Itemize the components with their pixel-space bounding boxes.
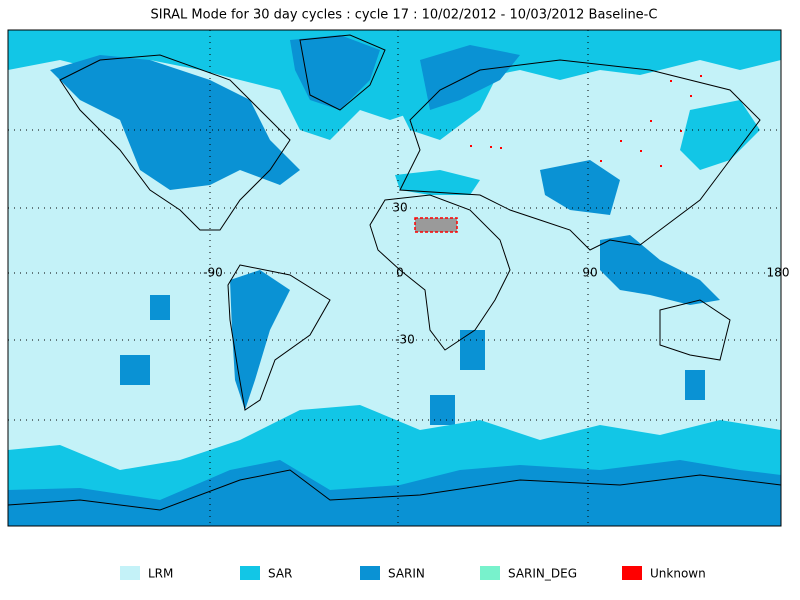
sarin-north-europe [420, 45, 520, 110]
sarin-north-america [50, 55, 300, 190]
legend-label: SAR [268, 567, 292, 581]
lon-label: 90 [582, 266, 597, 280]
coast-greenland [299, 34, 386, 111]
title: SIRAL Mode for 30 day cycles : cycle 17 … [151, 8, 658, 23]
coast-south-america [227, 264, 331, 411]
unknown-points [470, 75, 702, 167]
sarin-patch [120, 355, 150, 385]
unknown-sahara [414, 217, 458, 233]
sarin-patch [460, 330, 485, 370]
sar-mediterranean [395, 170, 480, 195]
legend-label: Unknown [650, 567, 706, 581]
sarin-patch [150, 295, 170, 320]
coast-antarctica [7, 469, 782, 511]
sarin-central-asia [540, 160, 620, 215]
sarin-indonesia [600, 235, 720, 305]
legend-swatch [120, 566, 140, 580]
lat-label: -30 [395, 333, 415, 347]
lon-label: 0 [396, 266, 404, 280]
coast-north-america [59, 54, 291, 231]
sar-arctic [8, 30, 781, 140]
lat-label: 30 [392, 201, 407, 215]
lon-label: 180 [767, 266, 790, 280]
legend-label: SARIN_DEG [508, 567, 577, 581]
sarin-greenland [290, 35, 380, 110]
sarin-antarctica [8, 460, 781, 526]
coast-australia [659, 299, 731, 361]
legend-swatch [622, 566, 642, 580]
legend-swatch [360, 566, 380, 580]
sar-east-asia [680, 100, 760, 170]
sarin-patch [430, 395, 455, 425]
map-frame [7, 29, 782, 527]
legend: LRM SAR SARIN SARIN_DEG Unknown [120, 566, 706, 581]
legend-swatch [480, 566, 500, 580]
coast-africa [369, 194, 511, 351]
coast-eurasia [399, 59, 761, 251]
legend-swatch [240, 566, 260, 580]
lon-label: -90 [203, 266, 223, 280]
map: 30 -90 0 90 180 -30 [7, 29, 790, 527]
legend-label: SARIN [388, 567, 425, 581]
sarin-patch [685, 370, 705, 400]
legend-label: LRM [148, 567, 173, 581]
